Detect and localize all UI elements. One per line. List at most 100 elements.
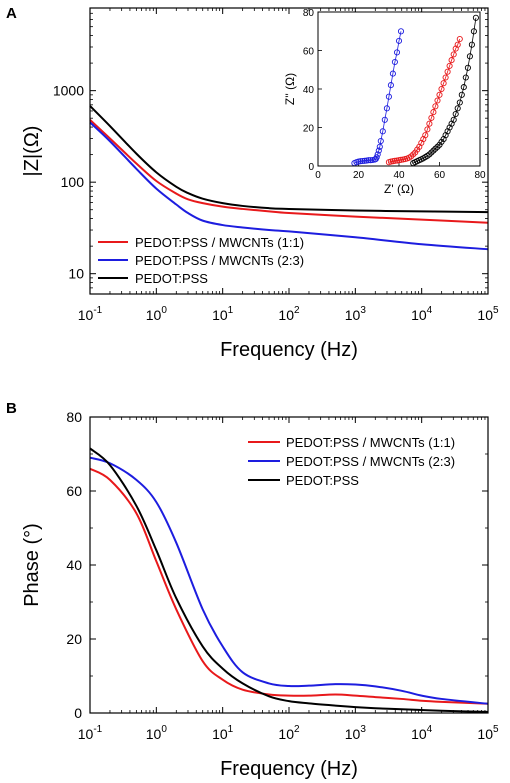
inset-point [410, 151, 417, 158]
inset-y-tick-label: 0 [308, 162, 314, 173]
legend-label: PEDOT:PSS / MWCNTs (2:3) [135, 253, 304, 268]
panel-a-legend: PEDOT:PSS / MWCNTs (1:1) PEDOT:PSS / MWCN… [98, 235, 304, 286]
y-tick-label: 40 [66, 557, 82, 573]
inset-point [466, 53, 473, 60]
inset-point [448, 57, 455, 64]
y-tick-label: 1000 [53, 83, 84, 99]
x-tick-label: 103 [345, 724, 367, 742]
inset-point [373, 154, 380, 161]
inset-point [395, 37, 403, 44]
inset-point [430, 147, 437, 154]
inset-point [470, 28, 477, 35]
inset-point [381, 116, 388, 123]
panel-a-inset: 0 20 40 60 80 0 20 40 60 80 Z' (Ω) Z'' (Ω) [283, 8, 486, 196]
x-tick-label: 105 [477, 305, 499, 323]
inset-point [464, 64, 471, 71]
inset-background [318, 12, 480, 166]
inset-point [432, 103, 439, 110]
inset-point [376, 143, 383, 150]
y-tick-label: 80 [66, 409, 82, 425]
inset-series [351, 14, 479, 167]
inset-point [472, 14, 479, 21]
inset-y-tick-label: 20 [303, 124, 315, 135]
inset-x-tick-label: 20 [353, 170, 365, 181]
x-tick-label: 10-1 [78, 724, 103, 742]
inset-x-tick-label: 60 [434, 170, 446, 181]
inset-point [389, 70, 396, 77]
inset-y-tick-label: 80 [303, 8, 315, 19]
series-line-3 [89, 447, 489, 713]
inset-point [387, 82, 394, 89]
panel-b-tick-labels: 10-1 100 101 102 103 104 105 0 20 40 60 80 [66, 409, 499, 742]
inset-point [434, 143, 441, 150]
x-tick-label: 100 [146, 305, 168, 323]
inset-point [450, 51, 457, 58]
x-tick-label: 105 [477, 724, 499, 742]
x-tick-label: 10-1 [78, 305, 103, 323]
inset-point [365, 157, 372, 164]
legend-label: PEDOT:PSS / MWCNTs (2:3) [286, 454, 455, 469]
inset-x-tick-label: 80 [474, 170, 486, 181]
x-tick-label: 101 [212, 724, 234, 742]
x-tick-label: 102 [278, 724, 300, 742]
inset-point [436, 91, 443, 98]
inset-point [430, 109, 437, 116]
inset-point [456, 99, 463, 106]
panel-a: A 10-1 100 101 102 103 104 105 10 100 1000 Freque… [6, 5, 499, 361]
x-tick-label: 104 [411, 305, 433, 323]
inset-point [434, 97, 441, 104]
series-line-2 [89, 456, 489, 705]
x-tick-label: 100 [146, 724, 168, 742]
panel-a-frame [89, 7, 489, 295]
inset-point [391, 58, 398, 66]
panel-b: B 10-1 100 101 102 103 104 105 0 20 40 60 80 Freque… [6, 400, 499, 780]
inset-point [454, 105, 461, 112]
inset-point [424, 126, 431, 133]
panel-b-frame [89, 416, 489, 714]
inset-point [359, 157, 366, 165]
inset-point [391, 157, 398, 164]
inset-y-title: Z'' (Ω) [283, 73, 297, 105]
inset-point [422, 132, 429, 139]
panel-a-tick-labels: 10-1 100 101 102 103 104 105 10 100 1000 [53, 83, 499, 323]
inset-point [462, 74, 469, 81]
inset-point [383, 105, 390, 112]
x-tick-label: 104 [411, 724, 433, 742]
inset-point [361, 157, 368, 164]
panel-b-label: B [6, 400, 17, 417]
inset-tick-labels: 0 20 40 60 80 0 20 40 60 80 [303, 8, 486, 181]
series-line-1 [89, 119, 489, 224]
inset-x-title: Z' (Ω) [384, 182, 414, 196]
y-tick-label: 100 [61, 174, 85, 190]
y-tick-label: 0 [74, 705, 82, 721]
y-tick-label: 20 [66, 631, 82, 647]
inset-point [442, 74, 449, 81]
inset-point [397, 156, 405, 163]
inset-point [428, 114, 435, 121]
inset-point [397, 28, 405, 35]
legend-label: PEDOT:PSS [286, 473, 359, 488]
x-tick-label: 101 [212, 305, 234, 323]
inset-point [446, 62, 453, 69]
inset-point [444, 68, 451, 75]
y-tick-label: 10 [68, 266, 84, 282]
inset-point [450, 116, 457, 123]
inset-point [379, 128, 386, 135]
inset-y-tick-label: 40 [303, 85, 315, 96]
inset-point [456, 35, 463, 43]
inset-point [468, 41, 475, 48]
panel-a-label: A [6, 5, 17, 22]
panel-a-y-title: |Z|(Ω) [21, 126, 43, 177]
panel-b-y-title: Phase (°) [21, 523, 43, 607]
panel-b-series [89, 447, 489, 713]
inset-point [452, 110, 459, 118]
panel-a-series [89, 105, 489, 251]
inset-point [357, 158, 364, 165]
inset-point [385, 93, 392, 100]
y-tick-label: 60 [66, 483, 82, 499]
inset-y-tick-label: 60 [303, 47, 315, 58]
inset-point [426, 120, 433, 127]
inset-point [377, 137, 384, 145]
inset-frame [317, 11, 481, 167]
legend-label: PEDOT:PSS [135, 271, 208, 286]
